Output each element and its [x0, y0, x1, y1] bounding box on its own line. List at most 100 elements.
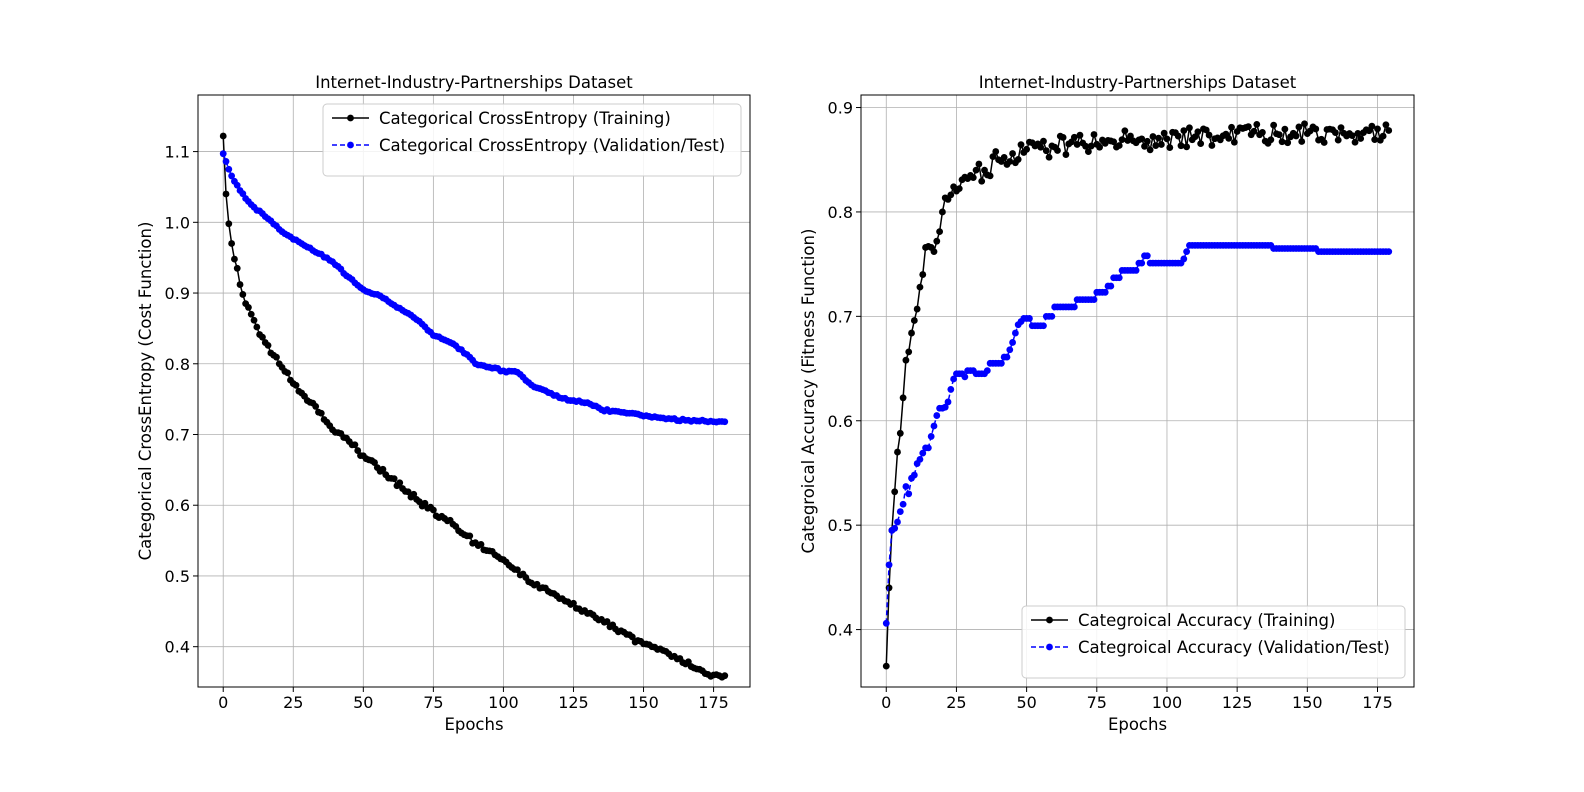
- data-point: [1070, 303, 1078, 311]
- data-point: [908, 329, 915, 337]
- data-point: [228, 172, 236, 180]
- data-point: [1107, 282, 1115, 290]
- data-point: [989, 153, 997, 161]
- data-point: [1009, 150, 1016, 157]
- data-point: [1138, 135, 1146, 143]
- data-point: [885, 561, 893, 569]
- y-tick-label: 0.5: [165, 567, 190, 586]
- y-tick-label: 0.5: [828, 516, 853, 535]
- data-point: [1320, 139, 1328, 146]
- x-tick-label: 150: [628, 693, 659, 712]
- legend-marker: [347, 141, 354, 149]
- data-point: [961, 373, 969, 381]
- x-tick-label: 75: [423, 693, 443, 712]
- data-point: [477, 540, 485, 548]
- data-point: [228, 240, 236, 247]
- data-point: [390, 475, 398, 483]
- data-point: [891, 488, 899, 496]
- data-point: [1076, 131, 1084, 139]
- data-point: [930, 422, 938, 430]
- legend-marker: [1046, 643, 1053, 651]
- data-point: [292, 381, 300, 389]
- data-point: [1160, 129, 1168, 137]
- data-point: [1225, 134, 1233, 142]
- data-point: [885, 584, 893, 592]
- data-point: [1267, 136, 1275, 144]
- y-tick-label: 0.8: [165, 355, 190, 374]
- data-point: [1115, 274, 1123, 282]
- data-point: [894, 518, 901, 526]
- data-point: [259, 333, 266, 341]
- data-point: [1062, 151, 1070, 158]
- data-point: [250, 316, 258, 324]
- x-tick-label: 0: [218, 693, 228, 712]
- data-point: [570, 599, 577, 607]
- legend-label: Categroical Accuracy (Training): [1078, 611, 1335, 630]
- data-point: [939, 208, 946, 216]
- legend-item: Categroical Accuracy (Validation/Test): [1031, 638, 1390, 657]
- data-point: [947, 191, 955, 199]
- series-0: [219, 132, 729, 681]
- data-point: [1023, 145, 1031, 153]
- data-point: [1312, 125, 1320, 133]
- data-point: [1278, 138, 1286, 146]
- data-point: [913, 305, 921, 313]
- data-point: [899, 394, 907, 402]
- data-point: [1250, 127, 1258, 135]
- data-point: [1000, 154, 1008, 161]
- x-tick-label: 25: [283, 693, 303, 712]
- x-axis-label: Epochs: [1108, 715, 1167, 734]
- data-point: [972, 166, 980, 174]
- data-point: [1180, 255, 1188, 263]
- x-tick-label: 175: [1362, 693, 1393, 712]
- data-point: [1082, 142, 1089, 150]
- data-point: [924, 444, 932, 452]
- data-point: [1253, 121, 1261, 128]
- data-point: [1155, 134, 1162, 142]
- data-point: [1357, 135, 1365, 142]
- data-point: [955, 185, 963, 193]
- data-point: [222, 158, 230, 165]
- data-point: [1183, 143, 1191, 151]
- data-point: [916, 283, 924, 291]
- data-point: [1115, 142, 1123, 149]
- x-tick-label: 50: [1016, 693, 1036, 712]
- data-point: [1385, 248, 1393, 256]
- x-tick-label: 100: [488, 693, 519, 712]
- data-point: [1166, 144, 1174, 151]
- data-point: [1090, 131, 1098, 138]
- tick-marks: 0 25 50 75 100 125 150 175 0.4 0.5 0.6 0.7 0.8 0.9 1.0…: [165, 143, 729, 712]
- data-point: [1379, 132, 1387, 140]
- y-tick-label: 0.4: [165, 638, 190, 657]
- legend-label: Categorical CrossEntropy (Validation/Tes…: [379, 136, 725, 155]
- y-tick-label: 0.4: [828, 621, 853, 640]
- data-point: [264, 341, 272, 349]
- data-point: [1040, 137, 1047, 145]
- data-point: [1382, 121, 1390, 129]
- data-point: [1042, 147, 1050, 155]
- data-point: [628, 633, 636, 641]
- data-point: [902, 356, 910, 364]
- data-point: [1183, 248, 1191, 256]
- data-point: [947, 386, 955, 393]
- data-point: [1143, 137, 1151, 145]
- data-point: [1374, 125, 1381, 133]
- data-point: [919, 271, 927, 278]
- data-point: [1152, 142, 1160, 149]
- y-axis-label: Categroical Accuracy (Fitness Function): [799, 229, 818, 554]
- data-point: [1118, 136, 1126, 144]
- x-tick-label: 25: [946, 693, 966, 712]
- data-point: [992, 148, 1000, 155]
- data-point: [902, 483, 910, 490]
- data-point: [927, 433, 935, 440]
- data-point: [1006, 158, 1014, 165]
- plot-frame: [197, 94, 751, 688]
- data-point: [231, 255, 238, 263]
- x-tick-label: 125: [558, 693, 589, 712]
- data-point: [1138, 259, 1146, 267]
- data-point: [1143, 252, 1151, 260]
- data-point: [1194, 128, 1202, 136]
- data-point: [236, 281, 244, 288]
- data-point: [1244, 123, 1252, 130]
